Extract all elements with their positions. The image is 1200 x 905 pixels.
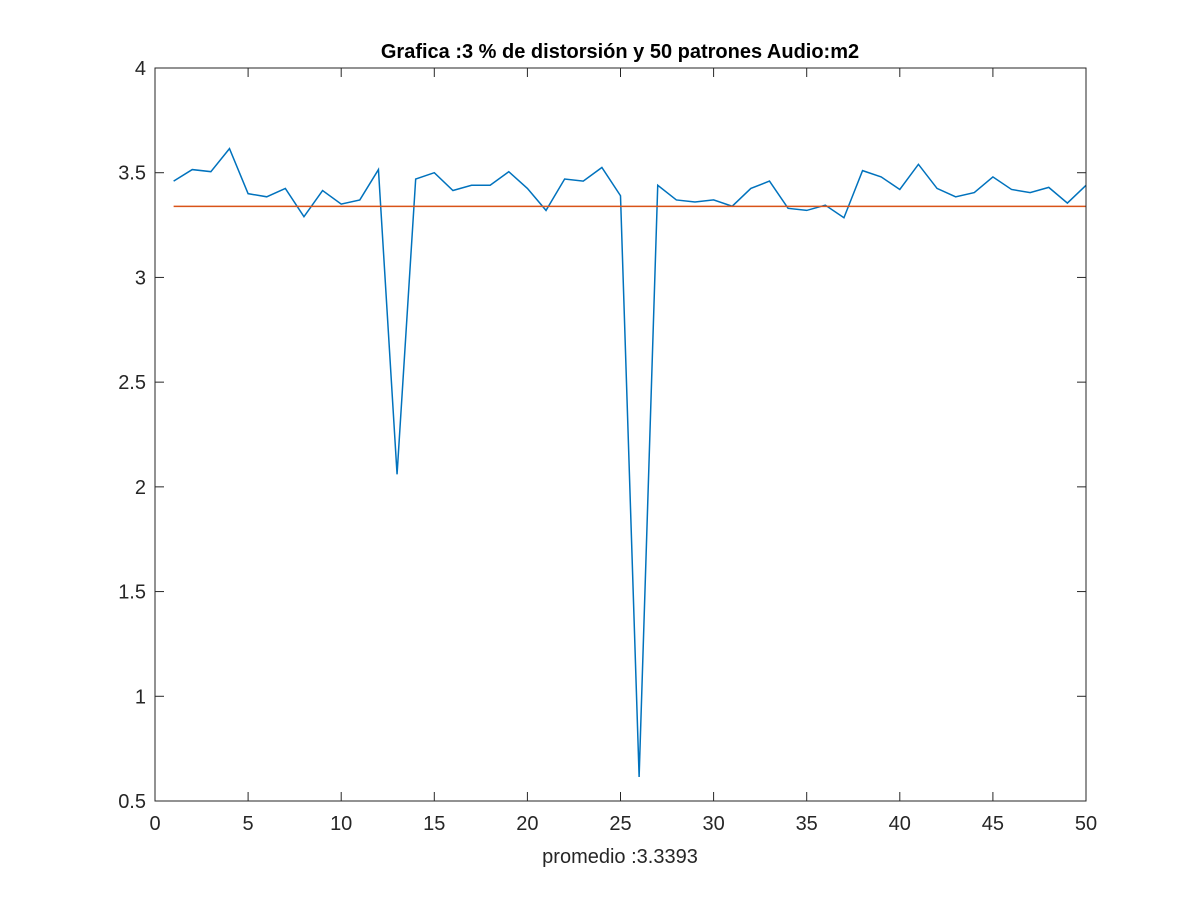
x-tick-label: 50 — [1075, 813, 1097, 835]
y-tick-label: 3 — [135, 267, 146, 289]
x-tick-label: 0 — [149, 813, 160, 835]
x-tick-label: 40 — [889, 813, 911, 835]
x-tick-label: 45 — [982, 813, 1004, 835]
x-tick-label: 5 — [243, 813, 254, 835]
y-tick-label: 4 — [135, 58, 146, 80]
y-tick-label: 2.5 — [118, 372, 146, 394]
y-tick-label: 0.5 — [118, 791, 146, 813]
x-tick-label: 35 — [796, 813, 818, 835]
y-tick-label: 1.5 — [118, 582, 146, 604]
x-tick-label: 20 — [516, 813, 538, 835]
y-tick-label: 1 — [135, 686, 146, 708]
x-tick-label: 10 — [330, 813, 352, 835]
y-tick-label: 2 — [135, 477, 146, 499]
ticks-layer — [154, 67, 1087, 802]
x-tick-label: 25 — [609, 813, 631, 835]
y-tick-label: 3.5 — [118, 163, 146, 185]
x-tick-label: 15 — [423, 813, 445, 835]
series-layer — [173, 147, 1087, 777]
x-axis-label: promedio :3.3393 — [542, 846, 698, 868]
plot-area-background — [155, 68, 1086, 801]
chart-title: Grafica :3 % de distorsión y 50 patrones… — [381, 41, 859, 63]
x-tick-label: 30 — [702, 813, 724, 835]
series-line-data — [173, 147, 1087, 777]
labels-layer: 0 5 10 15 20 25 30 35 40 45 50 0.5 1 1.5 2 2.5 3 3.5 4 — [118, 58, 1097, 835]
